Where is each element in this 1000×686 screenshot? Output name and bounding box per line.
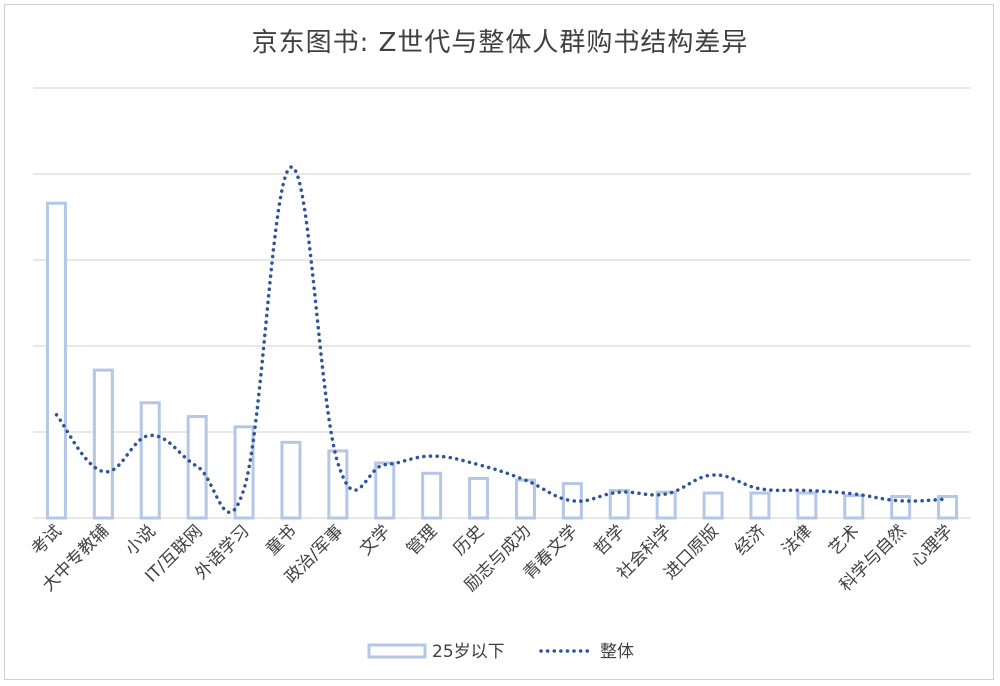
bar-20 [937, 495, 959, 520]
chart-title: 京东图书: Z世代与整体人群购书结构差异 [251, 28, 749, 58]
bar-10 [468, 476, 490, 520]
bar-17 [796, 491, 818, 520]
x-tick-label: 艺术 [825, 521, 863, 559]
x-tick-label: 考试 [28, 521, 66, 559]
legend-label-bar: 25岁以下 [432, 642, 505, 662]
x-tick-label: 文学 [356, 521, 394, 559]
bar-1 [45, 201, 67, 520]
bar-5 [233, 425, 255, 520]
bar-3 [139, 401, 161, 520]
x-tick-label: 历史 [450, 521, 488, 559]
x-tick-label: 童书 [262, 521, 300, 559]
bar-7 [327, 449, 349, 520]
x-tick-label: 管理 [403, 521, 441, 559]
x-tick-label: 经济 [731, 521, 769, 559]
x-tick-label: 心理学 [907, 521, 957, 571]
bar-2 [92, 368, 114, 520]
bar-14 [655, 490, 677, 520]
bar-4 [186, 415, 208, 520]
x-tick-label: 小说 [122, 521, 160, 559]
chart-frame [4, 4, 994, 680]
bar-12 [561, 482, 583, 520]
legend-label-line: 整体 [600, 642, 634, 662]
bar-18 [843, 494, 865, 520]
line-series-overall [54, 165, 950, 515]
x-tick-label: 法律 [778, 521, 816, 559]
x-tick-label: 哲学 [591, 521, 629, 559]
bar-16 [749, 491, 771, 520]
bar-11 [514, 478, 536, 520]
bar-15 [702, 491, 724, 520]
bar-6 [280, 440, 302, 520]
legend-swatch-bar [367, 643, 427, 659]
bar-9 [421, 471, 443, 520]
bar-8 [374, 461, 396, 520]
